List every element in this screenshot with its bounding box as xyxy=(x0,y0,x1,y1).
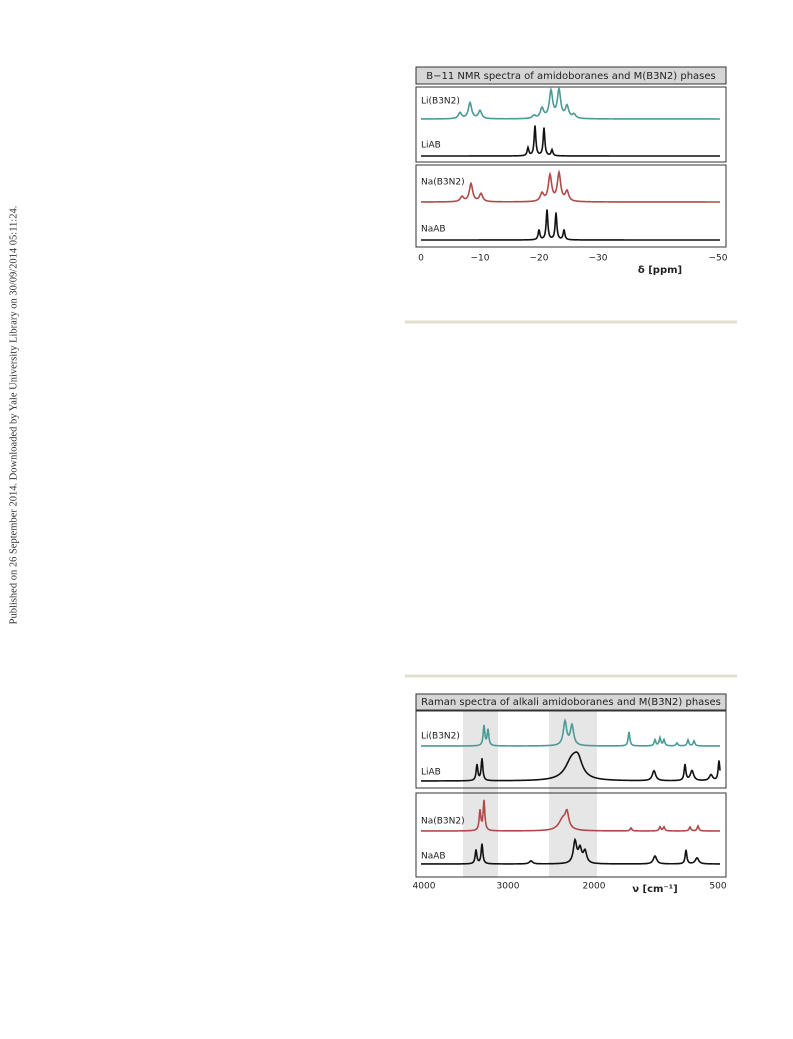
trace-label: LiAB xyxy=(421,141,441,151)
trace-label: Na(B3N2) xyxy=(421,817,465,827)
trace-label: NaAB xyxy=(421,225,446,235)
axis-label: δ [ppm] xyxy=(638,265,682,276)
spectrum-trace xyxy=(421,209,720,241)
trace-label: NaAB xyxy=(421,852,446,862)
panel-frame xyxy=(415,164,727,248)
spectrum-trace xyxy=(421,169,720,203)
spectrum-trace xyxy=(421,751,721,782)
title-band xyxy=(415,66,727,85)
spectrum-trace xyxy=(421,125,720,157)
axis-tick: 3000 xyxy=(497,882,520,892)
axis-tick: −30 xyxy=(589,254,608,264)
axis-tick: 0 xyxy=(418,254,424,264)
axis-tick: −50 xyxy=(709,254,728,264)
trace-label: LiAB xyxy=(421,768,441,778)
spectrum-trace xyxy=(421,837,720,865)
highlight-band xyxy=(463,711,498,877)
panel-frame xyxy=(415,710,727,789)
side-note: Published on 26 September 2014. Download… xyxy=(8,206,19,625)
title-band xyxy=(415,693,727,711)
axis-label: ν [cm⁻¹] xyxy=(632,884,677,895)
panel-frame xyxy=(415,792,727,878)
axis-tick: 500 xyxy=(709,882,726,892)
spectrum-trace xyxy=(421,85,720,120)
figure-title: B−11 NMR spectra of amidoboranes and M(B… xyxy=(426,71,716,82)
axis-tick: −20 xyxy=(530,254,549,264)
trace-label: Li(B3N2) xyxy=(421,97,460,107)
panel-frame xyxy=(415,86,727,163)
axis-tick: 2000 xyxy=(583,882,606,892)
axis-tick: −10 xyxy=(471,254,490,264)
figure-title: Raman spectra of alkali amidoboranes and… xyxy=(421,697,721,708)
trace-label: Na(B3N2) xyxy=(421,178,465,188)
spectrum-trace xyxy=(421,799,720,832)
axis-tick: 4000 xyxy=(413,882,436,892)
trace-label: Li(B3N2) xyxy=(421,732,460,742)
spectrum-trace xyxy=(421,718,720,747)
